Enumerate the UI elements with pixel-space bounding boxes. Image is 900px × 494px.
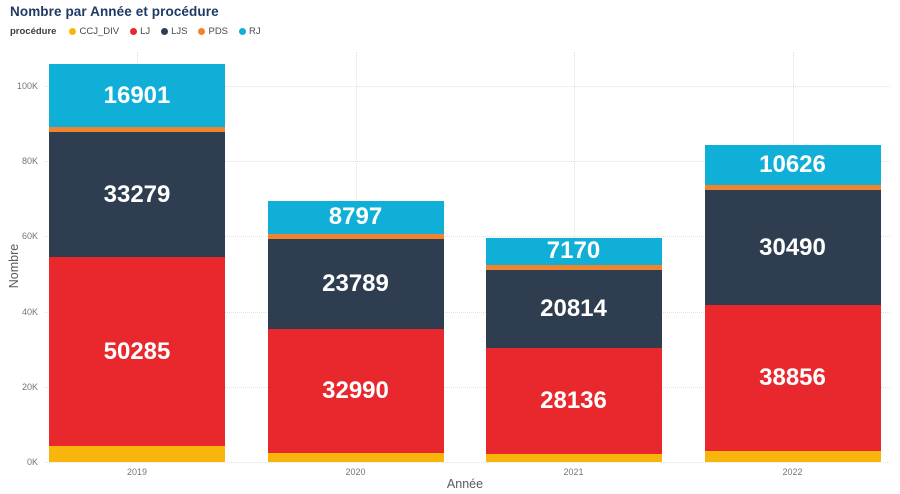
bar-segment-2019-LJS[interactable]: 33279 xyxy=(49,132,225,258)
bar-segment-2020-CCJ_DIV[interactable] xyxy=(267,452,444,462)
bar-segment-2019-CCJ_DIV[interactable] xyxy=(49,446,225,462)
h-gridline xyxy=(45,236,890,238)
legend-dot-icon xyxy=(239,28,247,35)
y-tick-label: 40K xyxy=(21,306,38,317)
legend-item-label: PDS xyxy=(208,26,229,37)
data-label: 38856 xyxy=(759,364,826,392)
y-tick-label: 0K xyxy=(26,457,38,467)
chart-title: Nombre par Année et procédure xyxy=(10,4,219,19)
h-gridline xyxy=(45,161,890,163)
bar-segment-2019-LJ[interactable]: 50285 xyxy=(49,257,225,447)
x-axis-title: Année xyxy=(446,477,484,491)
bar-segment-2022-LJS[interactable]: 30490 xyxy=(704,190,881,305)
legend-item-label: CCJ_DIV xyxy=(79,26,120,37)
bar-segment-2022-PDS[interactable] xyxy=(704,184,881,191)
h-gridline xyxy=(45,86,890,87)
legend-dot-icon xyxy=(161,28,169,35)
data-label: 33279 xyxy=(103,180,171,208)
data-label: 50285 xyxy=(103,337,171,365)
bar-segment-2020-LJS[interactable]: 23789 xyxy=(267,239,444,329)
legend-item-LJ[interactable]: LJ xyxy=(130,26,150,37)
legend-item-label: LJS xyxy=(171,26,188,37)
legend-item-label: LJ xyxy=(140,26,151,37)
bar-segment-2022-LJ[interactable]: 38856 xyxy=(704,304,881,452)
y-tick-label: 100K xyxy=(16,81,38,91)
x-tick-label: 2022 xyxy=(782,467,803,477)
legend-item-LJS[interactable]: LJS xyxy=(161,26,187,37)
legend-item-label: RJ xyxy=(249,26,261,37)
h-gridline xyxy=(45,386,890,388)
data-label: 30490 xyxy=(759,233,826,261)
legend-dot-icon xyxy=(69,28,77,35)
bar-segment-2021-LJ[interactable]: 28136 xyxy=(485,347,662,454)
data-label: 16901 xyxy=(103,81,171,109)
legend-dot-icon xyxy=(130,28,138,35)
data-label: 10626 xyxy=(759,150,826,178)
legend-item-CCJ_DIV[interactable]: CCJ_DIV xyxy=(69,26,119,37)
legend-item-PDS[interactable]: PDS xyxy=(198,26,228,37)
bar-segment-2021-RJ[interactable]: 7170 xyxy=(485,237,662,265)
bar-segment-2019-RJ[interactable]: 16901 xyxy=(49,63,225,128)
bar-segment-2022-CCJ_DIV[interactable] xyxy=(704,451,881,462)
y-tick-label: 60K xyxy=(21,231,38,242)
x-tick-label: 2019 xyxy=(126,467,148,477)
data-label: 20814 xyxy=(540,294,607,322)
data-label: 23789 xyxy=(322,270,389,298)
bar-segment-2021-LJS[interactable]: 20814 xyxy=(485,269,662,348)
legend-dot-icon xyxy=(198,28,206,35)
legend: procédure CCJ_DIV LJ LJS PDS RJ xyxy=(10,26,261,37)
data-label: 7170 xyxy=(546,237,601,265)
bar-segment-2019-PDS[interactable] xyxy=(49,127,225,132)
y-tick-label: 80K xyxy=(21,156,38,167)
y-tick-label: 20K xyxy=(21,381,38,392)
h-gridline xyxy=(45,311,890,313)
bar-segment-2021-PDS[interactable] xyxy=(485,264,662,270)
bar-segment-2021-CCJ_DIV[interactable] xyxy=(485,453,662,462)
legend-title: procédure xyxy=(10,26,57,37)
bar-segment-2022-RJ[interactable]: 10626 xyxy=(704,144,881,185)
data-label: 8797 xyxy=(328,203,383,231)
x-tick-label: 2020 xyxy=(345,467,366,477)
h-gridline xyxy=(45,462,890,463)
data-label: 32990 xyxy=(322,376,389,404)
bar-segment-2020-PDS[interactable] xyxy=(267,233,444,240)
y-axis-title: Nombre xyxy=(7,243,21,289)
bar-segment-2020-LJ[interactable]: 32990 xyxy=(267,328,444,453)
x-tick-label: 2021 xyxy=(563,467,584,477)
legend-item-RJ[interactable]: RJ xyxy=(239,26,261,37)
bar-segment-2020-RJ[interactable]: 8797 xyxy=(267,200,444,234)
data-label: 28136 xyxy=(540,386,607,414)
